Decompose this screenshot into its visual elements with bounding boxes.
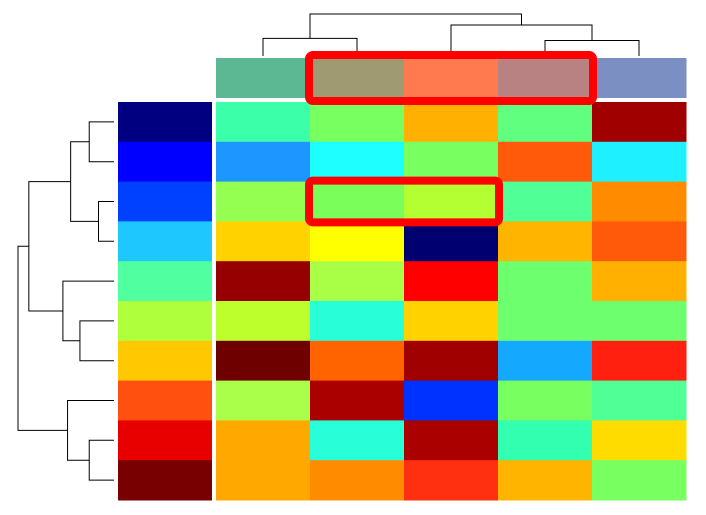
heatmap-cell <box>592 181 687 222</box>
row-annotation-cell <box>118 141 212 183</box>
heatmap-cell <box>592 301 687 342</box>
column-dendrogram-link <box>262 37 358 56</box>
row-annotation-cell <box>118 301 212 342</box>
heatmap-cell <box>310 340 405 382</box>
column-annotation-cell <box>498 58 593 98</box>
row-annotation-cell <box>118 380 212 421</box>
heatmap-cell <box>498 221 593 262</box>
heatmap-cell <box>498 141 593 183</box>
heatmap-cell <box>404 460 499 501</box>
row-annotation-cell <box>118 221 212 262</box>
row-annotation-cell <box>118 420 212 461</box>
heatmap-cell <box>404 340 499 382</box>
heatmap-cell <box>404 301 499 342</box>
heatmap-cell <box>310 420 405 461</box>
heatmap-cell <box>498 301 593 342</box>
row-dendrogram-link <box>17 245 68 431</box>
heatmap-cell <box>216 102 311 143</box>
row-dendrogram-link <box>70 141 99 222</box>
row-dendrogram-link <box>28 181 71 312</box>
heatmap-cell <box>498 380 593 421</box>
heatmap-cell <box>216 460 311 501</box>
heatmap-cell <box>592 340 687 382</box>
heatmap-cell <box>216 301 311 342</box>
heatmap-cell <box>592 221 687 262</box>
heatmap-cell <box>498 460 593 501</box>
row-dendrogram-link <box>79 320 114 362</box>
row-annotation-cell <box>118 340 212 382</box>
heatmap-cell <box>310 221 405 262</box>
heatmap-cell <box>216 420 311 461</box>
row-dendrogram-link <box>88 121 114 163</box>
row-annotation-cell <box>118 460 212 501</box>
heatmap-cell <box>216 141 311 183</box>
row-dendrogram-link <box>88 439 114 481</box>
heatmap-cell <box>216 380 311 421</box>
column-annotation-cell <box>404 58 499 98</box>
heatmap-cell <box>404 261 499 302</box>
heatmap-cell <box>404 221 499 262</box>
row-annotation-cell <box>118 261 212 302</box>
heatmap-cell <box>498 420 593 461</box>
heatmap-cell <box>592 420 687 461</box>
heatmap-cell <box>310 460 405 501</box>
column-annotation-cell <box>592 58 687 98</box>
row-annotation-cell <box>118 181 212 222</box>
column-annotation-cell <box>310 58 405 98</box>
column-annotation-cell <box>216 58 311 98</box>
heatmap-cell <box>592 261 687 302</box>
heatmap-cell <box>498 261 593 302</box>
heatmap-cell <box>310 380 405 421</box>
heatmap-cell <box>498 181 593 222</box>
heatmap-cell <box>404 141 499 183</box>
heatmap-cell <box>592 102 687 143</box>
heatmap-cell <box>216 221 311 262</box>
heatmap-cell <box>404 102 499 143</box>
row-annotation-cell <box>118 102 212 143</box>
column-annotation-highlight-box <box>305 51 597 105</box>
row-dendrogram-link <box>62 280 114 342</box>
heatmap-cell <box>592 380 687 421</box>
heatmap-cell <box>310 102 405 143</box>
heatmap-cell <box>310 301 405 342</box>
heatmap-cell <box>216 261 311 302</box>
heatmap-cell <box>404 420 499 461</box>
heatmap-cell <box>498 340 593 382</box>
heatmap-cell <box>216 181 311 222</box>
heatmap-cell <box>404 380 499 421</box>
cell-highlight-box <box>305 176 503 227</box>
row-dendrogram-link <box>67 400 114 461</box>
heatmap-cell <box>310 141 405 183</box>
column-dendrogram-link <box>309 13 522 39</box>
heatmap-cell <box>216 340 311 382</box>
row-dendrogram-link <box>98 201 114 242</box>
heatmap-cell <box>404 181 499 222</box>
heatmap-cell <box>592 460 687 501</box>
heatmap-cell <box>498 102 593 143</box>
heatmap-cell <box>310 261 405 302</box>
heatmap-cell <box>310 181 405 222</box>
heatmap-cell <box>592 141 687 183</box>
